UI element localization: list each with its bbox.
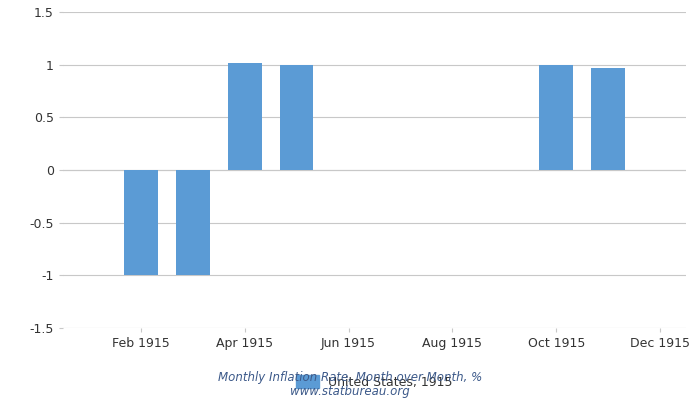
- Bar: [176, 170, 210, 275]
- Legend: United States, 1915: United States, 1915: [296, 375, 453, 389]
- Text: Monthly Inflation Rate, Month over Month, %: Monthly Inflation Rate, Month over Month…: [218, 372, 482, 384]
- Bar: [228, 62, 262, 170]
- Text: www.statbureau.org: www.statbureau.org: [290, 385, 410, 398]
- Bar: [280, 65, 314, 170]
- Bar: [124, 170, 158, 275]
- Bar: [539, 65, 573, 170]
- Bar: [592, 68, 625, 170]
